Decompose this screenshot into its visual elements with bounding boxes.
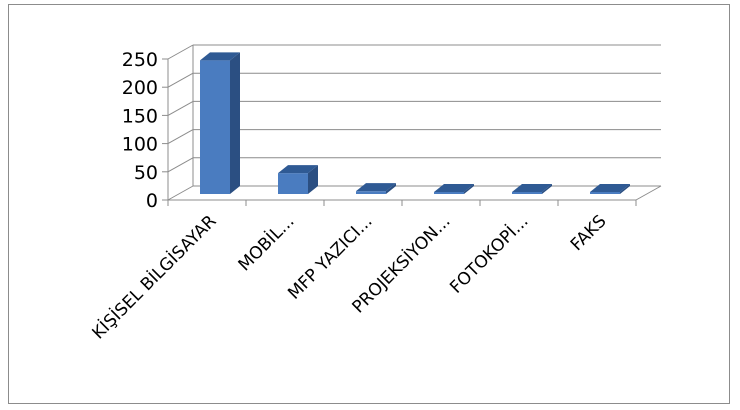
bar-front-face	[200, 60, 230, 194]
bar-side-face	[620, 184, 630, 194]
bar	[356, 183, 396, 194]
bar-side-face	[230, 52, 240, 194]
bar-side-face	[386, 183, 396, 194]
x-tick-label: KİŞİSEL BİLGİSAYAR	[88, 211, 221, 344]
bar-front-face	[590, 192, 620, 194]
x-tick-label: MOBİL...	[234, 211, 299, 276]
chart-frame	[8, 4, 730, 404]
gridline-wall	[167, 157, 194, 173]
chart-bars	[200, 52, 630, 194]
bar	[200, 52, 240, 194]
gridline-wall	[167, 100, 194, 116]
bar-front-face	[278, 173, 308, 194]
x-tick-label: FOTOKOPİ...	[446, 211, 533, 298]
bar	[590, 184, 630, 194]
bar-top-face	[434, 184, 474, 192]
bar-front-face	[356, 191, 386, 194]
bar-side-face	[308, 165, 318, 194]
bar-top-face	[590, 184, 630, 192]
chart-axes	[162, 45, 662, 206]
bar-top-face	[278, 165, 318, 174]
y-tick-label: 200	[122, 77, 158, 99]
axis-line	[635, 185, 662, 201]
bar-top-face	[200, 52, 240, 61]
y-tick-label: 0	[146, 190, 158, 212]
bar	[434, 184, 474, 194]
bar-front-face	[512, 192, 542, 194]
bar	[512, 184, 552, 194]
x-tick-label: FAKS	[567, 211, 611, 255]
bar-top-face	[512, 184, 552, 192]
bar-front-face	[434, 192, 464, 194]
bar-side-face	[542, 184, 552, 194]
y-tick-label: 150	[122, 105, 158, 127]
bar-side-face	[464, 184, 474, 194]
x-axis-tick-labels: KİŞİSEL BİLGİSAYAR MOBİL...MFP YAZICI...P…	[88, 211, 611, 344]
bar	[278, 165, 318, 194]
bar-top-face	[356, 183, 396, 192]
gridline-wall	[167, 129, 194, 145]
gridline-wall	[167, 72, 194, 88]
y-tick-label: 250	[122, 49, 158, 71]
chart-gridlines	[167, 44, 661, 201]
y-tick-label: 100	[122, 134, 158, 156]
gridline-wall	[167, 44, 194, 60]
y-axis-tick-labels: 0 50 100 150 200 250	[122, 49, 158, 212]
gridline-wall	[167, 185, 194, 201]
y-tick-label: 50	[134, 162, 158, 184]
